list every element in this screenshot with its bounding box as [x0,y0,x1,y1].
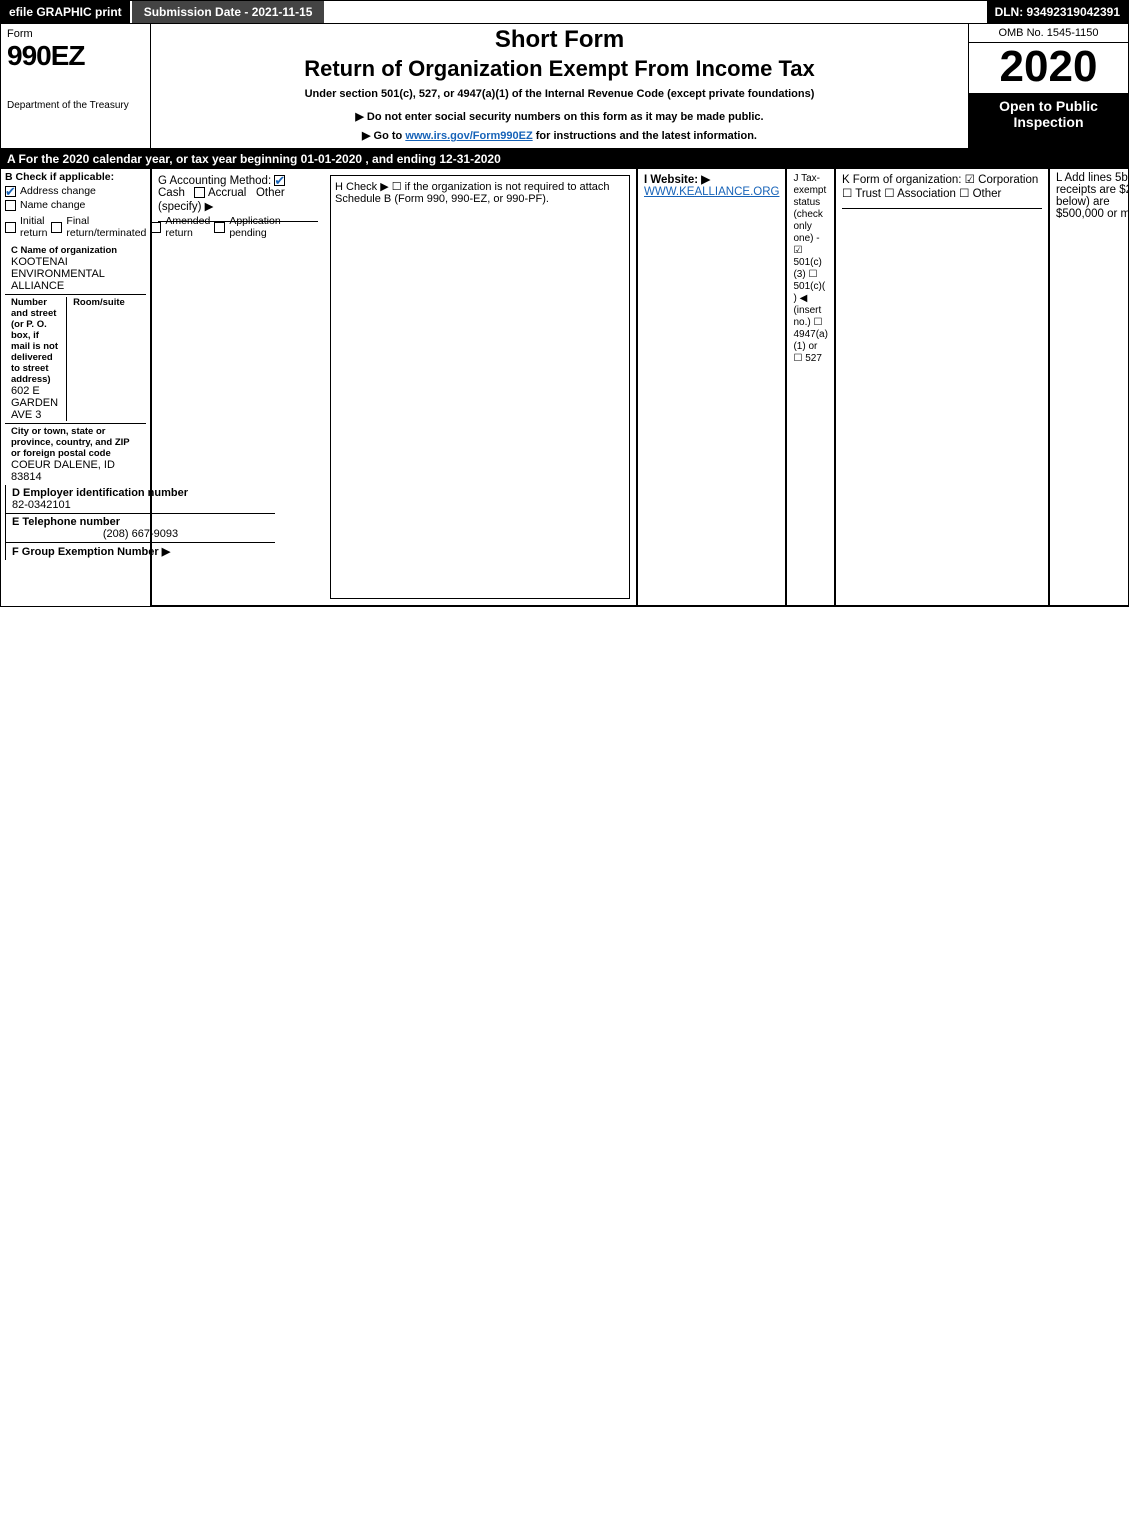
ssn-warning: ▶ Do not enter social security numbers o… [157,110,962,123]
j-text: J Tax-exempt status (check only one) - ☑… [793,173,827,364]
checkbox-icon[interactable] [5,200,16,211]
chk-name-change[interactable]: Name change [5,199,146,211]
dln-label: DLN: 93492319042391 [987,1,1128,23]
submission-date: Submission Date - 2021-11-15 [130,1,325,23]
street-value: 602 E GARDEN AVE 3 [11,385,58,421]
form-number: 990EZ [7,40,144,72]
h-box: H Check ▶ ☐ if the organization is not r… [330,175,630,599]
omb-number: OMB No. 1545-1150 [969,24,1128,43]
check-b-column: B Check if applicable: Address change Na… [1,169,151,606]
k-other-line[interactable] [842,208,1042,209]
room-label: Room/suite [73,297,140,308]
street-label: Number and street (or P. O. box, if mail… [11,297,58,385]
k-text: K Form of organization: ☑ Corporation ☐ … [842,174,1038,200]
header-left: Form 990EZ Department of the Treasury [1,24,151,148]
city-row: City or town, state or province, country… [5,424,146,485]
g-h-row: G Accounting Method: Cash Accrual Other … [151,169,637,606]
short-form-title: Short Form [157,26,962,54]
g-other-line[interactable] [158,221,318,222]
checkbox-icon[interactable] [51,222,62,233]
city-value: COEUR DALENE, ID 83814 [11,459,140,483]
checkbox-icon[interactable] [274,175,285,186]
entity-block: B Check if applicable: Address change Na… [0,169,1129,607]
goto-pre: ▶ Go to [362,130,405,142]
l-text1: L Add lines 5b, 6c, and 7b to line 9 to … [1056,172,1129,208]
goto-link[interactable]: www.irs.gov/Form990EZ [405,130,532,142]
checkbox-icon[interactable] [5,222,16,233]
form-word: Form [7,28,144,40]
g-accounting: G Accounting Method: Cash Accrual Other … [158,175,318,599]
org-name: KOOTENAI ENVIRONMENTAL ALLIANCE [11,256,140,292]
check-b-title: B Check if applicable: [5,171,146,183]
form-header: Form 990EZ Department of the Treasury Sh… [0,24,1129,149]
department-label: Department of the Treasury [7,100,144,111]
return-title: Return of Organization Exempt From Incom… [157,56,962,82]
header-center: Short Form Return of Organization Exempt… [151,24,968,148]
open-to-public: Open to Public Inspection [969,94,1128,148]
goto-line: ▶ Go to www.irs.gov/Form990EZ for instru… [157,129,962,142]
l-text2: $500,000 or more, file Form 990 instead … [1056,208,1129,222]
website-link[interactable]: WWW.KEALLIANCE.ORG [644,186,779,198]
j-row: J Tax-exempt status (check only one) - ☑… [786,169,834,606]
l-row: L Add lines 5b, 6c, and 7b to line 9 to … [1049,169,1129,606]
c-label: C Name of organization [11,245,140,256]
g-cash: Cash [158,187,185,199]
k-row: K Form of organization: ☑ Corporation ☐ … [835,169,1049,606]
g-accrual: Accrual [208,187,246,199]
g-label: G Accounting Method: [158,175,271,187]
top-bar: efile GRAPHIC print Submission Date - 20… [0,0,1129,24]
tax-year: 2020 [969,43,1128,94]
checkbox-icon[interactable] [194,187,205,198]
topbar-spacer [324,1,986,23]
website-row: I Website: ▶ WWW.KEALLIANCE.ORG [637,169,786,606]
chk-address-change[interactable]: Address change [5,185,146,197]
checkbox-icon[interactable] [5,186,16,197]
h-text: H Check ▶ ☐ if the organization is not r… [335,181,610,205]
header-right: OMB No. 1545-1150 2020 Open to Public In… [968,24,1128,148]
city-label: City or town, state or province, country… [11,426,140,459]
entity-mid: C Name of organization KOOTENAI ENVIRONM… [5,243,146,485]
i-label: I Website: ▶ [644,174,710,186]
goto-post: for instructions and the latest informat… [536,130,757,142]
efile-label[interactable]: efile GRAPHIC print [1,1,130,23]
chk-final-return[interactable]: Final return/terminated [51,215,146,239]
org-name-row: C Name of organization KOOTENAI ENVIRONM… [5,243,146,295]
street-row: Number and street (or P. O. box, if mail… [5,295,146,424]
period-bar: A For the 2020 calendar year, or tax yea… [0,149,1129,169]
chk-initial-return[interactable]: Initial return Final return/terminated A… [5,213,146,241]
under-section: Under section 501(c), 527, or 4947(a)(1)… [157,88,962,100]
